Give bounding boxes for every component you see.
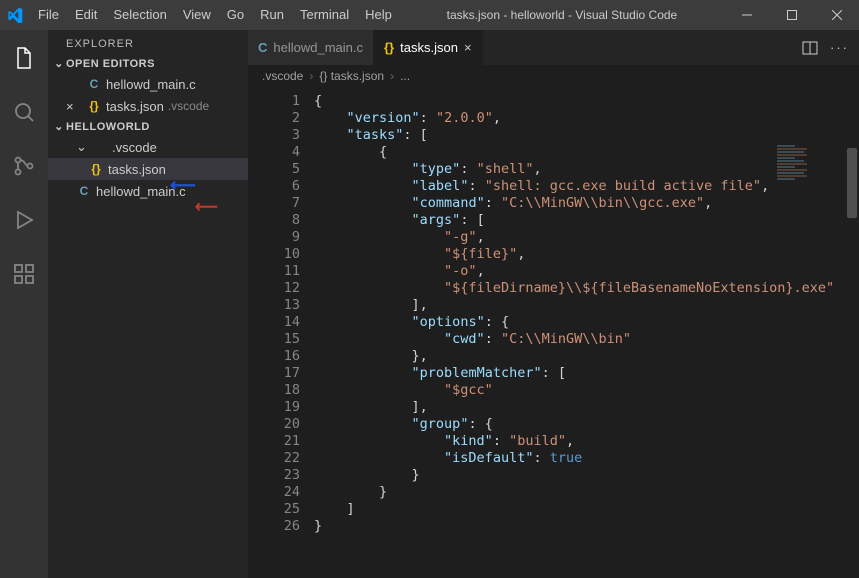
- title-bar: FileEditSelectionViewGoRunTerminalHelp t…: [0, 0, 859, 30]
- close-window-button[interactable]: [814, 0, 859, 30]
- file-type-icon: C: [258, 40, 267, 55]
- tree-item[interactable]: {} tasks.json: [48, 158, 248, 180]
- window-title: tasks.json - helloworld - Visual Studio …: [400, 8, 724, 22]
- chevron-down-icon: ⌄: [76, 139, 88, 155]
- project-header[interactable]: ⌄ HELLOWORLD: [48, 117, 248, 136]
- menu-file[interactable]: File: [30, 0, 67, 30]
- search-activity-icon[interactable]: [0, 92, 48, 132]
- menu-go[interactable]: Go: [219, 0, 252, 30]
- breadcrumb-separator-icon: ›: [390, 69, 394, 83]
- file-type-icon: {}: [86, 99, 102, 113]
- file-type-icon: {}: [88, 162, 104, 176]
- breadcrumb-item[interactable]: ...: [400, 69, 410, 83]
- run-debug-activity-icon[interactable]: [0, 200, 48, 240]
- explorer-sidebar: EXPLORER ⌄ OPEN EDITORS Chellowd_main.c×…: [48, 30, 248, 578]
- vertical-scrollbar[interactable]: [845, 144, 859, 578]
- minimize-button[interactable]: [724, 0, 769, 30]
- file-name: hellowd_main.c: [106, 77, 196, 92]
- more-actions-icon[interactable]: ···: [830, 40, 849, 55]
- extensions-activity-icon[interactable]: [0, 254, 48, 294]
- tree-item-label: .vscode: [112, 140, 157, 155]
- menu-selection[interactable]: Selection: [105, 0, 174, 30]
- file-type-icon: C: [76, 184, 92, 198]
- source-control-activity-icon[interactable]: [0, 146, 48, 186]
- tree-item-label: hellowd_main.c: [96, 184, 186, 199]
- editor-tab[interactable]: Chellowd_main.c: [248, 30, 374, 65]
- open-editor-item[interactable]: Chellowd_main.c: [48, 73, 248, 95]
- open-editors-header[interactable]: ⌄ OPEN EDITORS: [48, 54, 248, 73]
- line-number-gutter: 1234567891011121314151617181920212223242…: [248, 87, 314, 578]
- scroll-thumb[interactable]: [847, 148, 857, 218]
- menu-run[interactable]: Run: [252, 0, 292, 30]
- open-editors-label: OPEN EDITORS: [66, 58, 155, 70]
- close-tab-icon[interactable]: ×: [464, 40, 472, 55]
- close-icon[interactable]: ×: [66, 99, 80, 114]
- code-editor[interactable]: 1234567891011121314151617181920212223242…: [248, 87, 859, 578]
- editor-tabs: Chellowd_main.c {} tasks.json × ···: [248, 30, 859, 65]
- code-lines[interactable]: { "version": "2.0.0", "tasks": [ { "type…: [314, 87, 834, 578]
- menu-edit[interactable]: Edit: [67, 0, 105, 30]
- file-name: tasks.json: [106, 99, 164, 114]
- tab-label: hellowd_main.c: [273, 40, 363, 55]
- menu-view[interactable]: View: [175, 0, 219, 30]
- explorer-activity-icon[interactable]: [0, 38, 48, 78]
- activity-bar: [0, 30, 48, 578]
- vscode-logo-icon: [0, 7, 30, 23]
- project-label: HELLOWORLD: [66, 121, 150, 133]
- chevron-down-icon: ⌄: [52, 120, 66, 133]
- breadcrumb-item[interactable]: .vscode: [262, 69, 303, 83]
- tree-item[interactable]: ⌄ .vscode: [48, 136, 248, 158]
- editor-tab[interactable]: {} tasks.json ×: [374, 30, 483, 65]
- tab-label: tasks.json: [400, 40, 458, 55]
- breadcrumb-separator-icon: ›: [309, 69, 313, 83]
- chevron-down-icon: ⌄: [52, 57, 66, 70]
- breadcrumb-item[interactable]: {} tasks.json: [319, 69, 384, 83]
- menu-help[interactable]: Help: [357, 0, 400, 30]
- file-type-icon: C: [86, 77, 102, 91]
- split-editor-icon[interactable]: [802, 40, 818, 56]
- file-path-suffix: .vscode: [168, 99, 209, 113]
- menu-bar: FileEditSelectionViewGoRunTerminalHelp: [30, 0, 400, 30]
- breadcrumb[interactable]: .vscode › {} tasks.json ›...: [248, 65, 859, 87]
- minimap[interactable]: [777, 144, 837, 264]
- explorer-title: EXPLORER: [48, 30, 248, 54]
- tree-item-label: tasks.json: [108, 162, 166, 177]
- tree-item[interactable]: Chellowd_main.c: [48, 180, 248, 202]
- editor-area: Chellowd_main.c {} tasks.json × ··· .vscode ›…: [248, 30, 859, 578]
- maximize-button[interactable]: [769, 0, 814, 30]
- open-editor-item[interactable]: × {} tasks.json .vscode: [48, 95, 248, 117]
- file-type-icon: {}: [384, 40, 394, 55]
- menu-terminal[interactable]: Terminal: [292, 0, 357, 30]
